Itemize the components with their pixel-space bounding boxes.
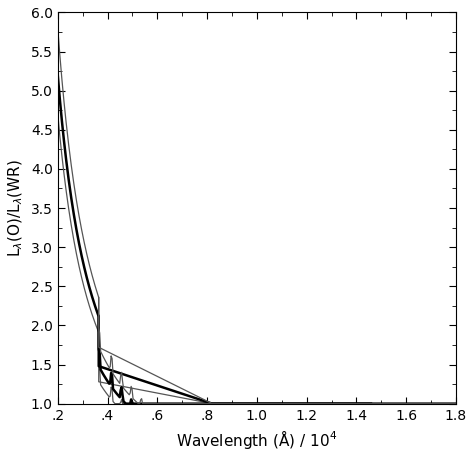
- Y-axis label: L$_\lambda$(O)/L$_\lambda$(WR): L$_\lambda$(O)/L$_\lambda$(WR): [7, 159, 25, 257]
- X-axis label: Wavelength (Å) / 10$^4$: Wavelength (Å) / 10$^4$: [176, 428, 337, 451]
